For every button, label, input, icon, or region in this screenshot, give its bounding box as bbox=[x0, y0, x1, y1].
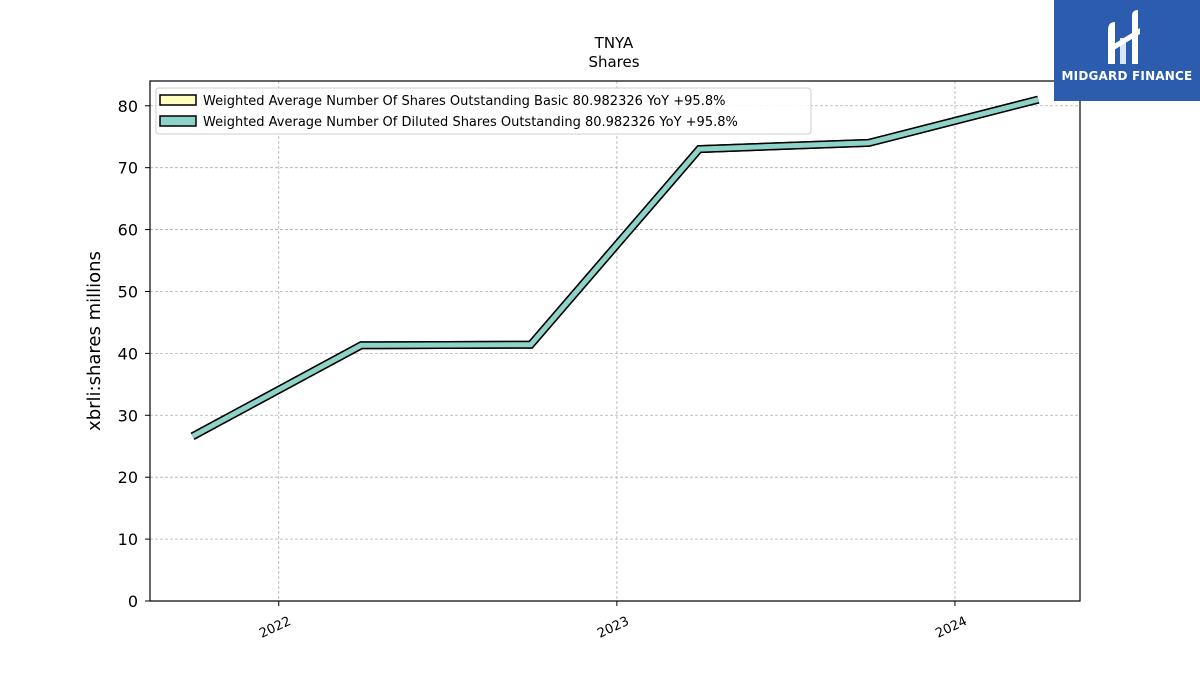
y-tick-label: 80 bbox=[118, 97, 138, 116]
y-tick-label: 40 bbox=[118, 344, 138, 363]
x-tick-label: 2024 bbox=[933, 614, 969, 642]
plot-frame bbox=[149, 80, 1081, 602]
ticks: 0 10 20 30 40 50 60 70 80 2022 2023 2024 bbox=[118, 97, 970, 642]
series-1-line bbox=[191, 97, 1039, 439]
x-tick-label: 2023 bbox=[595, 614, 631, 642]
chart-subtitle: Shares bbox=[588, 53, 639, 71]
legend-swatch bbox=[159, 94, 197, 106]
y-axis-label: xbrli:shares millions bbox=[84, 251, 105, 431]
legend-label: Weighted Average Number Of Shares Outsta… bbox=[203, 94, 725, 109]
y-tick-label: 50 bbox=[118, 282, 138, 301]
series-lines bbox=[190, 95, 1040, 440]
y-tick-label: 20 bbox=[118, 468, 138, 487]
y-tick-label: 10 bbox=[118, 530, 138, 549]
grid bbox=[150, 81, 1080, 602]
legend-swatch bbox=[159, 115, 197, 127]
legend-box bbox=[155, 87, 812, 135]
series-2-line bbox=[191, 97, 1039, 439]
y-tick-label: 60 bbox=[118, 221, 138, 240]
chart-title: TNYA bbox=[594, 34, 634, 52]
logo-text: MIDGARD FINANCE bbox=[1061, 69, 1193, 83]
series-2-outline bbox=[190, 95, 1040, 440]
logo-mark-icon bbox=[1108, 10, 1140, 64]
legend: Weighted Average Number Of Shares Outsta… bbox=[155, 87, 812, 135]
legend-label: Weighted Average Number Of Diluted Share… bbox=[203, 115, 738, 130]
y-tick-label: 30 bbox=[118, 406, 138, 425]
y-tick-label: 0 bbox=[128, 592, 138, 611]
midgard-finance-logo: MIDGARD FINANCE bbox=[1054, 0, 1200, 101]
x-tick-label: 2022 bbox=[257, 614, 293, 642]
series-1-outline bbox=[190, 95, 1040, 440]
y-tick-label: 70 bbox=[118, 159, 138, 178]
